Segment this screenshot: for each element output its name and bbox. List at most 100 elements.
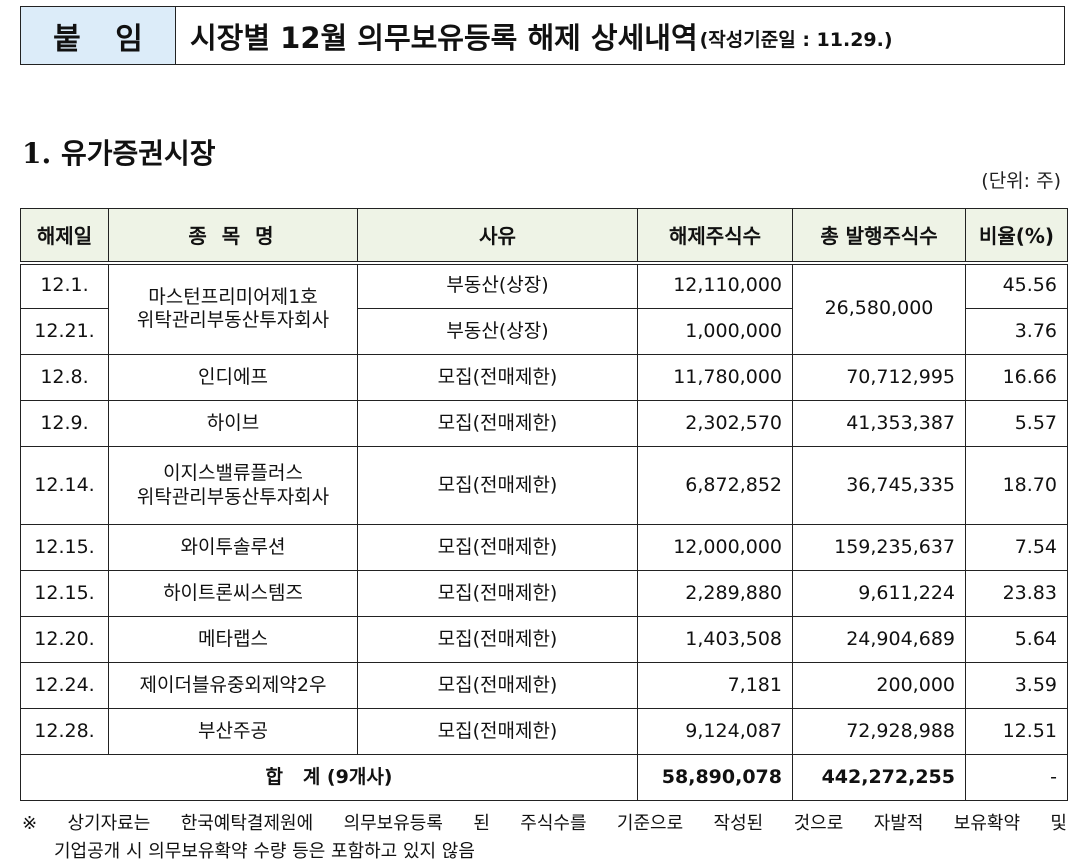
- total-row: 합 계 (9개사) 58,890,078 442,272,255 -: [20, 754, 1068, 801]
- footnote-word: 자발적: [873, 813, 924, 834]
- table-row: 12.1. 마스턴프리미어제1호 위탁관리부동산투자회사 부동산(상장) 12,…: [20, 262, 1068, 355]
- cell-released: 9,124,087: [637, 708, 793, 755]
- unit-note: (단위: 주): [981, 170, 1061, 192]
- section-heading: 1. 유가증권시장: [22, 137, 216, 170]
- cell-released: 12,110,000: [637, 262, 793, 309]
- cell-date: 12.1.: [20, 262, 109, 309]
- cell-total: 200,000: [792, 662, 966, 709]
- cell-reason: 모집(전매제한): [357, 662, 638, 709]
- title-box: 붙 임 시장별 12월 의무보유등록 해제 상세내역 (작성기준일 : 11.2…: [20, 6, 1065, 65]
- cell-total: 159,235,637: [792, 524, 966, 571]
- total-released: 58,890,078: [637, 754, 793, 801]
- table-row: 12.15. 와이투솔루션 모집(전매제한) 12,000,000 159,23…: [20, 524, 1068, 571]
- cell-released: 1,000,000: [637, 308, 793, 355]
- cell-reason: 모집(전매제한): [357, 616, 638, 663]
- cell-ratio: 16.66: [965, 354, 1068, 401]
- col-header-released: 해제주식수: [637, 208, 793, 265]
- col-header-total: 총 발행주식수: [792, 208, 966, 265]
- cell-released: 6,872,852: [637, 446, 793, 525]
- cell-ratio: 3.76: [965, 308, 1068, 355]
- cell-name-line1: 마스턴프리미어제1호: [148, 285, 318, 308]
- cell-ratio: 45.56: [965, 262, 1068, 309]
- footnote-line2: 기업공개 시 의무보유확약 수량 등은 포함하고 있지 않음: [54, 841, 475, 862]
- cell-ratio: 5.64: [965, 616, 1068, 663]
- cell-name: 인디에프: [108, 354, 358, 401]
- cell-name: 부산주공: [108, 708, 358, 755]
- total-ratio: -: [965, 754, 1068, 801]
- cell-date: 12.21.: [20, 308, 109, 355]
- footnote-word: 보유확약: [953, 813, 1021, 834]
- col-header-name: 종 목 명: [108, 208, 358, 265]
- cell-reason: 모집(전매제한): [357, 708, 638, 755]
- cell-released: 7,181: [637, 662, 793, 709]
- cell-name: 마스턴프리미어제1호 위탁관리부동산투자회사: [108, 262, 358, 355]
- table-row: 12.14. 이지스밸류플러스 위탁관리부동산투자회사 모집(전매제한) 6,8…: [20, 446, 1068, 525]
- cell-name: 제이더블유중외제약2우: [108, 662, 358, 709]
- table-row: 12.21. 부동산(상장) 1,000,000 3.76: [20, 308, 1068, 355]
- cell-reason: 부동산(상장): [357, 308, 638, 355]
- footnote-word: 및: [1050, 813, 1067, 834]
- cell-total: 72,928,988: [792, 708, 966, 755]
- cell-released: 11,780,000: [637, 354, 793, 401]
- table-row: 12.20. 메타랩스 모집(전매제한) 1,403,508 24,904,68…: [20, 616, 1068, 663]
- cell-ratio: 7.54: [965, 524, 1068, 571]
- table-row: 12.15. 하이트론씨스템즈 모집(전매제한) 2,289,880 9,611…: [20, 570, 1068, 617]
- release-table: 해제일 종 목 명 사유 해제주식수 총 발행주식수 비율(%) 12.1. 마…: [20, 208, 1068, 801]
- cell-reason: 모집(전매제한): [357, 570, 638, 617]
- footnote-word: 기준으로: [616, 813, 684, 834]
- cell-total: 24,904,689: [792, 616, 966, 663]
- cell-reason: 모집(전매제한): [357, 400, 638, 447]
- cell-name-line1: 이지스밸류플러스: [163, 461, 303, 484]
- footnote-word: 의무보유등록: [343, 813, 443, 834]
- cell-reason: 모집(전매제한): [357, 524, 638, 571]
- page-title: 시장별 12월 의무보유등록 해제 상세내역 (작성기준일 : 11.29.): [176, 7, 1064, 64]
- cell-date: 12.28.: [20, 708, 109, 755]
- cell-released: 12,000,000: [637, 524, 793, 571]
- reference-mark-icon: ※: [22, 813, 38, 834]
- page-title-text: 시장별 12월 의무보유등록 해제 상세내역: [190, 20, 698, 55]
- table-row: 12.8. 인디에프 모집(전매제한) 11,780,000 70,712,99…: [20, 354, 1068, 401]
- cell-name: 와이투솔루션: [108, 524, 358, 571]
- col-header-ratio: 비율(%): [965, 208, 1068, 265]
- cell-ratio: 3.59: [965, 662, 1068, 709]
- cell-date: 12.15.: [20, 570, 109, 617]
- cell-date: 12.8.: [20, 354, 109, 401]
- cell-date: 12.9.: [20, 400, 109, 447]
- footnote-word: 상기자료는: [67, 813, 151, 834]
- footnote-line1: ※ 상기자료는 한국예탁결제원에 의무보유등록 된 주식수를 기준으로 작성된 …: [22, 810, 1067, 838]
- table-header-row: 해제일 종 목 명 사유 해제주식수 총 발행주식수 비율(%): [20, 208, 1068, 265]
- table-row: 12.9. 하이브 모집(전매제한) 2,302,570 41,353,387 …: [20, 400, 1068, 447]
- attachment-label: 붙 임: [21, 7, 176, 64]
- total-shares: 442,272,255: [792, 754, 966, 801]
- cell-name: 이지스밸류플러스 위탁관리부동산투자회사: [108, 446, 358, 525]
- cell-ratio: 5.57: [965, 400, 1068, 447]
- cell-date: 12.14.: [20, 446, 109, 525]
- cell-total: 36,745,335: [792, 446, 966, 525]
- total-label: 합 계 (9개사): [20, 754, 638, 801]
- footnote-word: 주식수를: [520, 813, 587, 834]
- cell-date: 12.15.: [20, 524, 109, 571]
- table-row: 12.28. 부산주공 모집(전매제한) 9,124,087 72,928,98…: [20, 708, 1068, 755]
- cell-date: 12.20.: [20, 616, 109, 663]
- footnote-word: 것으로: [793, 813, 844, 834]
- cell-reason: 부동산(상장): [357, 262, 638, 309]
- cell-name: 메타랩스: [108, 616, 358, 663]
- col-header-reason: 사유: [357, 208, 638, 265]
- footnote-word: 된: [473, 813, 490, 834]
- cell-released: 2,289,880: [637, 570, 793, 617]
- cell-name-line2: 위탁관리부동산투자회사: [136, 485, 330, 508]
- cell-total: 9,611,224: [792, 570, 966, 617]
- footnote-word: 작성된: [713, 813, 764, 834]
- table-row: 12.24. 제이더블유중외제약2우 모집(전매제한) 7,181 200,00…: [20, 662, 1068, 709]
- cell-reason: 모집(전매제한): [357, 446, 638, 525]
- cell-released: 1,403,508: [637, 616, 793, 663]
- cell-ratio: 12.51: [965, 708, 1068, 755]
- cell-total: 41,353,387: [792, 400, 966, 447]
- cell-released: 2,302,570: [637, 400, 793, 447]
- cell-name: 하이브: [108, 400, 358, 447]
- cell-total: 26,580,000: [792, 262, 966, 355]
- cell-total: 70,712,995: [792, 354, 966, 401]
- cell-name: 하이트론씨스템즈: [108, 570, 358, 617]
- cell-date: 12.24.: [20, 662, 109, 709]
- footnote-word: 한국예탁결제원에: [180, 813, 314, 834]
